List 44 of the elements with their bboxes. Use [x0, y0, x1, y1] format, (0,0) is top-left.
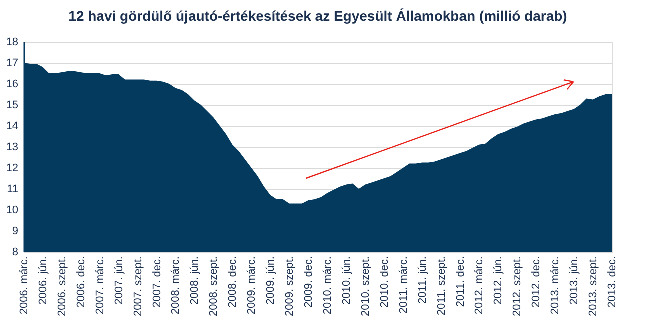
x-tick-label: 2006. dec. — [75, 256, 88, 308]
x-tick-label: 2007. márc. — [94, 256, 106, 315]
x-tick-label: 2011. márc. — [398, 256, 410, 314]
y-tick-label: 14 — [6, 120, 18, 132]
x-tick-label: 2008. márc. — [170, 256, 182, 315]
x-tick-label: 2009. szept. — [284, 256, 296, 316]
x-tick-label: 2013. márc. — [550, 256, 562, 315]
x-tick-label: 2013. jún. — [568, 256, 581, 305]
y-tick-label: 8 — [12, 246, 18, 258]
x-tick-label: 2007. jún. — [113, 256, 126, 305]
x-tick-label: 2012. márc. — [474, 256, 486, 315]
y-tick-label: 9 — [12, 226, 18, 238]
y-tick-label: 15 — [6, 100, 18, 112]
y-tick-label: 10 — [6, 204, 18, 216]
x-tick-label: 2010. jún. — [340, 256, 353, 305]
y-tick-label: 18 — [6, 36, 18, 48]
x-tick-label: 2013. szept. — [588, 256, 600, 316]
x-tick-label: 2013. dec. — [606, 256, 618, 308]
x-tick-label: 2012. szept. — [512, 256, 524, 316]
x-tick-label: 2006. márc. — [18, 256, 30, 315]
x-tick-label: 2009. dec. — [303, 256, 316, 308]
x-tick-label: 2012. jún. — [492, 256, 505, 305]
x-tick-label: 2011. dec. — [454, 256, 467, 308]
x-tick-label: 2008. dec. — [227, 256, 240, 308]
x-tick-label: 2010. dec. — [378, 256, 391, 308]
x-tick-label: 2010. szept. — [360, 256, 372, 316]
y-tick-label: 12 — [6, 162, 18, 174]
x-tick-label: 2007. szept. — [132, 256, 144, 316]
y-tick-label: 11 — [7, 184, 18, 196]
y-tick-label: 13 — [6, 142, 18, 154]
x-tick-label: 2008. jún. — [189, 256, 202, 305]
x-tick-label: 2009. márc. — [246, 256, 258, 315]
x-tick-label: 2007. dec. — [151, 256, 164, 308]
x-tick-label: 2011. jún. — [416, 256, 429, 304]
y-tick-label: 17 — [6, 58, 18, 70]
x-tick-label: 2006. szept. — [56, 256, 68, 316]
y-tick-label: 16 — [6, 78, 18, 90]
x-tick-label: 2008. szept. — [208, 256, 220, 316]
x-tick-label: 2009. jún. — [265, 256, 278, 305]
x-tick-label: 2010. márc. — [322, 256, 334, 315]
chart-title: 12 havi gördülő újautó-értékesítések az Egyesült Államokban (millió darab) — [68, 8, 568, 24]
x-tick-label: 2012. dec. — [530, 256, 543, 308]
x-tick-label: 2011. szept. — [436, 256, 448, 316]
x-tick-label: 2006. jún. — [37, 256, 50, 305]
